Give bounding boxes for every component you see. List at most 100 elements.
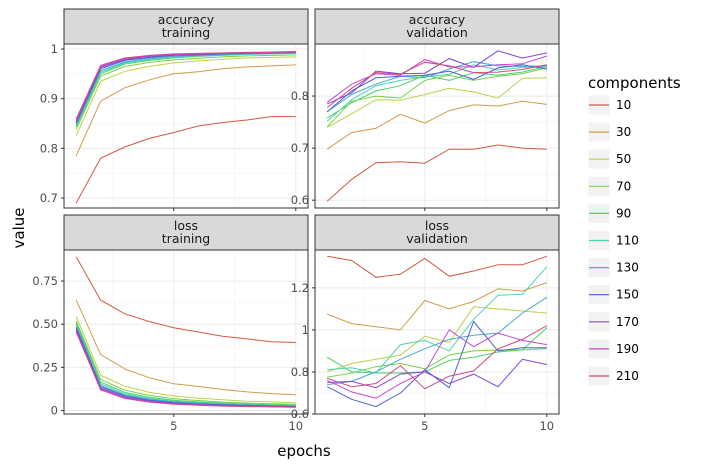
series-line-50	[75, 316, 296, 404]
y-tick-label: 0.8	[291, 365, 309, 379]
facet-strip-label: accuracy	[409, 12, 466, 27]
y-tick-label: 0.8	[291, 89, 309, 103]
panel-border	[314, 43, 560, 209]
panel-background	[64, 44, 308, 208]
facet-strip-label: accuracy	[158, 12, 215, 27]
series-line-10	[75, 256, 296, 343]
panel-border	[63, 43, 309, 209]
panel-background	[315, 250, 559, 414]
panel-background	[315, 44, 559, 208]
series-line-190	[326, 329, 547, 399]
series-line-90	[326, 65, 547, 119]
panel-border	[63, 249, 309, 415]
legend-label: 190	[616, 342, 639, 356]
y-tick-label: 1.2	[291, 281, 309, 295]
series-line-150	[326, 64, 547, 113]
series-line-30	[326, 100, 547, 150]
series-line-130	[327, 296, 548, 386]
x-tick-label: 5	[421, 419, 428, 433]
facet-strip	[314, 214, 560, 251]
facet-strip	[63, 8, 309, 45]
y-axis-title: value	[10, 208, 28, 249]
legend-item-190: 190	[587, 338, 639, 360]
series-lines	[326, 50, 547, 202]
legend-item-70: 70	[587, 175, 631, 197]
series-line-190	[326, 55, 547, 103]
legend-item-10: 10	[587, 94, 631, 116]
series-line-90	[326, 327, 548, 374]
legend-item-110: 110	[587, 230, 639, 251]
series-line-10	[75, 116, 296, 204]
series-lines	[326, 255, 548, 408]
series-line-110	[327, 266, 548, 374]
y-tick-label: 0.75	[32, 274, 58, 288]
legend-items: 10 30 50 70 90 110 130 150 170 190 210	[587, 94, 639, 387]
series-line-30	[75, 299, 296, 396]
legend-label: 10	[616, 98, 631, 112]
panel-border	[314, 249, 560, 415]
series-line-70	[75, 54, 296, 130]
y-tick-label: 0	[51, 404, 58, 418]
series-line-210	[75, 331, 296, 408]
legend-label: 210	[616, 369, 639, 383]
series-lines	[75, 51, 296, 204]
legend-label: 90	[616, 206, 631, 220]
facet-strip-label: training	[162, 231, 210, 246]
series-line-210	[75, 51, 296, 120]
legend-item-90: 90	[587, 202, 631, 224]
legend: components 10 30 50 70 90 110 130 150 170 190 210	[587, 74, 681, 387]
series-line-90	[75, 322, 296, 406]
y-tick-label: 0.7	[40, 191, 58, 205]
y-tick-label: 0.6	[291, 407, 309, 421]
legend-item-50: 50	[587, 148, 631, 170]
y-tick-label: 0.8	[40, 141, 58, 155]
series-line-70	[75, 320, 296, 405]
y-tick-label: 0.25	[32, 360, 58, 374]
legend-label: 50	[616, 152, 631, 166]
series-line-30	[75, 64, 296, 157]
series-line-10	[326, 144, 547, 202]
facet-strip	[63, 214, 309, 251]
facet-strip	[314, 8, 560, 45]
series-line-170	[327, 358, 547, 389]
x-tick-label: 10	[288, 419, 303, 433]
y-tick-label: 0.9	[40, 92, 58, 106]
y-tick-label: 0.7	[291, 141, 309, 155]
gridlines	[315, 44, 559, 208]
legend-label: 130	[616, 261, 639, 275]
legend-title: components	[588, 74, 681, 92]
series-line-150	[326, 320, 547, 408]
x-tick-label: 5	[170, 419, 177, 433]
legend-label: 150	[616, 288, 639, 302]
legend-label: 70	[616, 179, 631, 193]
legend-item-210: 210	[587, 365, 639, 387]
series-line-50	[327, 306, 547, 373]
y-tick-label: 0.50	[32, 317, 58, 331]
series-line-130	[75, 325, 296, 407]
facet-strip-label: validation	[406, 231, 468, 246]
legend-item-130: 130	[587, 257, 639, 279]
x-tick-label: 10	[539, 419, 554, 433]
legend-label: 170	[616, 315, 639, 329]
legend-item-150: 150	[587, 284, 639, 306]
series-line-210	[326, 61, 547, 108]
series-line-50	[75, 56, 296, 136]
legend-item-170: 170	[587, 311, 639, 333]
legend-label: 110	[616, 234, 639, 248]
legend-label: 30	[616, 125, 631, 139]
y-tick-label: 1	[302, 323, 309, 337]
series-line-210	[327, 325, 548, 390]
series-lines	[75, 256, 296, 408]
series-line-110	[326, 64, 547, 122]
legend-item-30: 30	[587, 121, 631, 143]
y-tick-label: 1	[51, 42, 58, 56]
series-line-10	[327, 255, 547, 278]
chart-panels: accuracytraining0.70.80.91accuracyvalida…	[32, 8, 560, 433]
facet-strip-label: loss	[425, 218, 449, 233]
facet-strip-label: validation	[406, 25, 468, 40]
series-line-30	[327, 282, 547, 331]
x-axis-title: epochs	[277, 442, 331, 460]
